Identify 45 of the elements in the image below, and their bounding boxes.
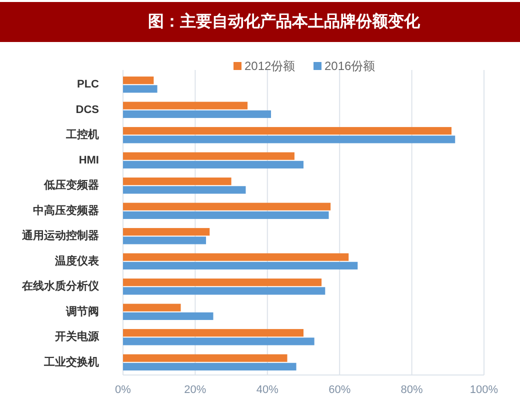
bar [123, 127, 452, 135]
bar [123, 362, 296, 370]
y-tick-label: 开关电源 [54, 330, 100, 344]
bar [123, 211, 329, 219]
y-tick-label: 工控机 [65, 128, 99, 142]
chart-title: 图：主要自动化产品本土品牌份额变化 [148, 12, 421, 30]
y-tick-label: 在线水质分析仪 [21, 280, 100, 293]
y-tick-label: 低压变频器 [43, 178, 99, 192]
x-tick-label: 20% [184, 384, 206, 396]
bar [123, 329, 304, 337]
bar [123, 312, 214, 320]
y-tick-label: 工业交换机 [43, 355, 99, 368]
bar [123, 102, 248, 110]
bar [123, 338, 314, 346]
bar [123, 110, 272, 118]
x-tick-label: 80% [400, 384, 424, 396]
y-tick-label: 温度仪表 [54, 254, 100, 268]
bar [123, 304, 181, 312]
bar [123, 85, 158, 93]
bar [123, 354, 288, 362]
x-tick-label: 0% [115, 384, 132, 396]
bar [123, 236, 206, 244]
bar [123, 287, 326, 295]
bar [123, 202, 331, 210]
x-tick-label: 60% [328, 384, 351, 396]
y-tick-label: PLC [77, 78, 100, 91]
bar [123, 253, 349, 261]
y-tick-label: 中高压变频器 [33, 204, 99, 217]
bar [123, 186, 246, 194]
y-tick-label: HMI [78, 154, 99, 166]
bar [123, 262, 358, 270]
x-tick-label: 40% [256, 384, 279, 396]
legend-label: 2016份额 [324, 59, 376, 73]
legend-label: 2012份额 [244, 59, 296, 73]
y-tick-label: 调节阀 [65, 304, 99, 318]
x-tick-label: 100% [470, 384, 498, 396]
bar [123, 76, 154, 84]
bar [123, 228, 210, 236]
bar [123, 178, 232, 186]
bar [123, 278, 322, 286]
y-tick-label: 通用运动控制器 [21, 229, 99, 242]
y-tick-label: DCS [76, 104, 99, 116]
bar [123, 160, 304, 168]
bar [123, 152, 294, 160]
bar [123, 136, 456, 144]
